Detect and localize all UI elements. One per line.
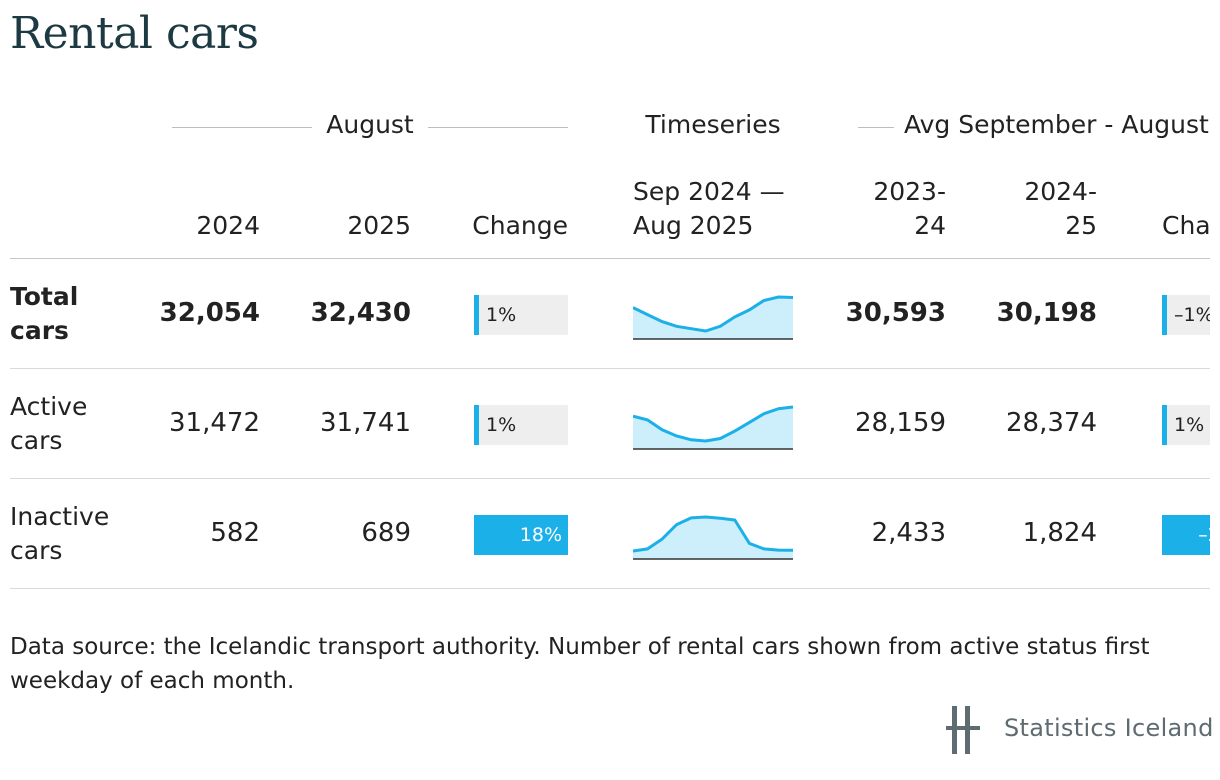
row-1-avg-change-cell: –1%	[1162, 295, 1210, 335]
row-3-aug-change-bar	[474, 515, 568, 555]
avg-2024-25-value: 30,198	[996, 298, 1097, 328]
row-2-avg-change-value: 1%	[1174, 414, 1205, 436]
row-rule-3	[10, 588, 1210, 589]
col-header-avg-change: Change	[1162, 211, 1210, 240]
row-1-sparkline-line	[633, 295, 793, 333]
row-3-avg-change-value: –25%	[1198, 524, 1210, 546]
col-header-avg-2023-24-line2: 24	[914, 211, 946, 240]
august-group-header: August	[326, 110, 414, 139]
avg-2023-24-value: 28,159	[855, 408, 946, 438]
avg-2023-24-value: 30,593	[845, 298, 946, 328]
col-header-avg-2024-25-line2: 25	[1065, 211, 1097, 240]
row-3-avg-change-box: –25%	[1162, 515, 1210, 555]
row-rule-2	[10, 478, 1210, 479]
header-rule	[10, 258, 1210, 259]
col-header-2025: 2025	[347, 211, 411, 240]
row-3-aug-change-value: 18%	[519, 524, 562, 546]
row-rule-1	[10, 368, 1210, 369]
col-header-avg-2023-24-line1: 2023-	[873, 177, 946, 206]
row-2-avg-change-box: 1%	[1162, 405, 1210, 445]
col-header-avg-change-clip: Change	[1162, 209, 1210, 249]
row-3-sparkline-area	[633, 517, 793, 559]
row-2-aug-change-bar	[474, 405, 479, 445]
row-label-line2: cars	[10, 536, 63, 565]
row-label-line2: cars	[10, 426, 63, 455]
row-1-aug-change-value: 1%	[486, 304, 517, 326]
aug-2024-value: 31,472	[169, 408, 260, 438]
statistics-iceland-logo-icon	[946, 706, 980, 754]
row-label-line1: Active	[10, 392, 88, 421]
august-group-rule-left	[172, 127, 312, 128]
row-2-avg-change-cell: 1%	[1162, 405, 1210, 445]
aug-2025-value: 689	[361, 518, 411, 548]
row-3-avg-change-bar	[1162, 515, 1210, 555]
row-3-aug-change-cell: 18%	[474, 515, 568, 555]
col-header-avg-2024-25-line1: 2024-	[1024, 177, 1097, 206]
brand-name: Statistics Iceland	[1004, 714, 1214, 742]
aug-2025-value: 32,430	[310, 298, 411, 328]
col-header-timeseries-line1: Sep 2024 —	[633, 177, 785, 206]
row-label-line2: cars	[10, 316, 69, 345]
row-2-aug-change-value: 1%	[486, 414, 517, 436]
row-2-aug-change-box: 1%	[474, 405, 568, 445]
row-1-avg-change-box: –1%	[1162, 295, 1210, 335]
footnote: Data source: the Icelandic transport aut…	[10, 634, 1150, 694]
aug-2024-value: 32,054	[159, 298, 260, 328]
avg-group-header: Avg September - August	[904, 110, 1209, 139]
row-1-sparkline	[633, 295, 793, 340]
row-3-aug-change-box: 18%	[474, 515, 568, 555]
aug-2025-value: 31,741	[320, 408, 411, 438]
avg-group-rule-left	[858, 127, 894, 128]
page-title: Rental cars	[10, 8, 259, 59]
row-2-aug-change-cell: 1%	[474, 405, 568, 445]
row-3-sparkline	[633, 515, 793, 560]
col-header-timeseries-line2: Aug 2025	[633, 211, 754, 240]
row-3-sparkline-line	[633, 515, 793, 553]
row-1-avg-change-bar	[1162, 295, 1167, 335]
col-header-change: Change	[472, 211, 568, 240]
col-header-2024: 2024	[196, 211, 260, 240]
timeseries-group-header: Timeseries	[645, 110, 781, 139]
avg-2024-25-value: 1,824	[1022, 518, 1097, 548]
row-1-sparkline-area	[633, 297, 793, 339]
avg-2023-24-value: 2,433	[871, 518, 946, 548]
august-group-rule-right	[428, 127, 568, 128]
row-2-sparkline-line	[633, 405, 793, 443]
row-1-aug-change-cell: 1%	[474, 295, 568, 335]
row-3-avg-change-cell: –25%	[1162, 515, 1210, 555]
row-1-aug-change-bar	[474, 295, 479, 335]
aug-2024-value: 582	[210, 518, 260, 548]
row-2-sparkline	[633, 405, 793, 450]
row-label-line1: Inactive	[10, 502, 110, 531]
row-1-aug-change-box: 1%	[474, 295, 568, 335]
row-1-avg-change-value: –1%	[1174, 304, 1210, 326]
row-label-line1: Total	[10, 282, 79, 311]
row-2-avg-change-bar	[1162, 405, 1167, 445]
avg-2024-25-value: 28,374	[1006, 408, 1097, 438]
row-2-sparkline-area	[633, 407, 793, 449]
